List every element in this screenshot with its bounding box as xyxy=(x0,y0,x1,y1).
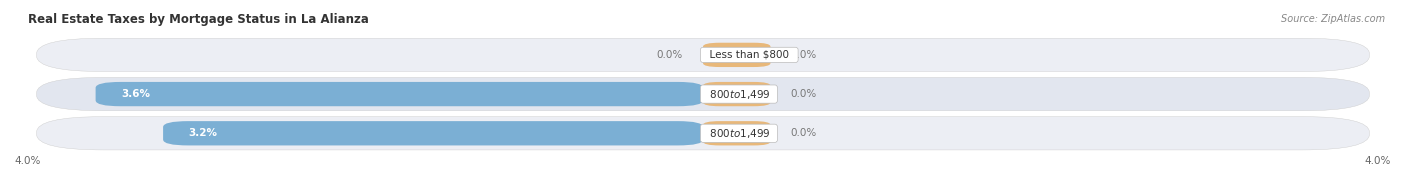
Text: $800 to $1,499: $800 to $1,499 xyxy=(703,88,775,101)
Text: Real Estate Taxes by Mortgage Status in La Alianza: Real Estate Taxes by Mortgage Status in … xyxy=(28,13,368,26)
FancyBboxPatch shape xyxy=(163,121,703,145)
FancyBboxPatch shape xyxy=(37,38,1369,72)
FancyBboxPatch shape xyxy=(703,121,770,145)
Text: $800 to $1,499: $800 to $1,499 xyxy=(703,127,775,140)
Text: 0.0%: 0.0% xyxy=(790,89,817,99)
FancyBboxPatch shape xyxy=(96,82,703,106)
Text: 0.0%: 0.0% xyxy=(790,128,817,138)
Text: 0.0%: 0.0% xyxy=(790,50,817,60)
Text: Source: ZipAtlas.com: Source: ZipAtlas.com xyxy=(1281,14,1385,24)
FancyBboxPatch shape xyxy=(703,43,770,67)
FancyBboxPatch shape xyxy=(37,77,1369,111)
Text: 3.6%: 3.6% xyxy=(121,89,150,99)
FancyBboxPatch shape xyxy=(703,82,770,106)
FancyBboxPatch shape xyxy=(37,117,1369,150)
Text: 0.0%: 0.0% xyxy=(657,50,683,60)
Text: 3.2%: 3.2% xyxy=(188,128,218,138)
Text: Less than $800: Less than $800 xyxy=(703,50,796,60)
